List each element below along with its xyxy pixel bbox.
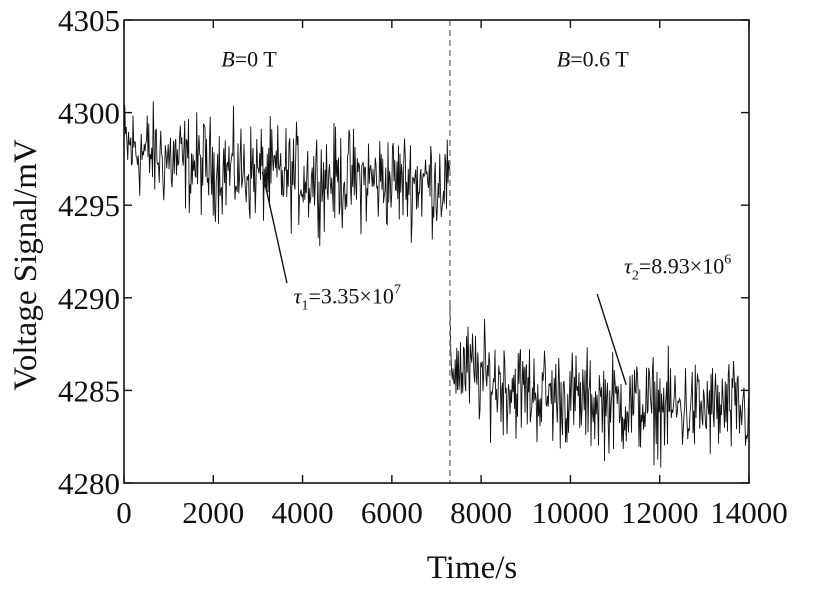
series-layer bbox=[123, 101, 750, 468]
series-2-line bbox=[449, 305, 750, 468]
x-tick-label: 10000 bbox=[532, 495, 610, 530]
tau1-mantissa: =3.35×10 bbox=[309, 283, 394, 308]
plot-area-frame bbox=[123, 19, 750, 484]
region-label-value: =0.6 T bbox=[570, 46, 629, 71]
x-tick-label: 2000 bbox=[182, 495, 244, 530]
region-label-var: B bbox=[221, 46, 234, 71]
region-label-b0: B=0 T bbox=[221, 46, 277, 71]
tau-annotations: τ1=3.35×107 τ2=8.93×106 bbox=[261, 171, 731, 386]
tick-labels-layer: 0 2000 4000 6000 8000 10000 12000 14000 4280 4285… bbox=[58, 3, 788, 530]
tau2-exponent: 6 bbox=[724, 253, 731, 268]
ticks-layer bbox=[123, 19, 750, 484]
tau2-leader-line bbox=[596, 293, 627, 386]
y-tick-label: 4295 bbox=[58, 188, 120, 223]
x-axis-title: Time/s bbox=[427, 550, 518, 586]
tau2-subscript: 2 bbox=[632, 269, 639, 284]
x-tick-label: 6000 bbox=[361, 495, 423, 530]
tau1-symbol: τ bbox=[294, 283, 303, 308]
x-tick-label: 8000 bbox=[450, 495, 512, 530]
y-tick-label: 4285 bbox=[58, 373, 120, 408]
y-axis-title: Voltage Signal/mV bbox=[8, 139, 44, 391]
y-tick-label: 4305 bbox=[58, 3, 120, 38]
region-label-value: =0 T bbox=[235, 46, 278, 71]
y-tick-label: 4300 bbox=[58, 96, 120, 131]
series-1-line bbox=[123, 101, 451, 246]
tau1-exponent: 7 bbox=[394, 282, 401, 297]
tau1-annotation: τ1=3.35×107 bbox=[294, 282, 401, 313]
tau2-mantissa: =8.93×10 bbox=[639, 254, 724, 279]
x-tick-label: 4000 bbox=[272, 495, 334, 530]
tau1-leader-line bbox=[261, 171, 288, 284]
tau2-annotation: τ2=8.93×106 bbox=[624, 253, 731, 284]
region-label-b06: B=0.6 T bbox=[557, 46, 629, 71]
tau1-subscript: 1 bbox=[302, 298, 309, 313]
tau2-symbol: τ bbox=[624, 254, 633, 279]
x-tick-label: 12000 bbox=[621, 495, 699, 530]
region-labels: B=0 T B=0.6 T bbox=[221, 46, 629, 71]
x-tick-label: 14000 bbox=[710, 495, 788, 530]
region-label-var: B bbox=[557, 46, 570, 71]
y-tick-label: 4290 bbox=[58, 281, 120, 316]
y-tick-label: 4280 bbox=[58, 466, 120, 501]
x-tick-label: 0 bbox=[116, 495, 132, 530]
